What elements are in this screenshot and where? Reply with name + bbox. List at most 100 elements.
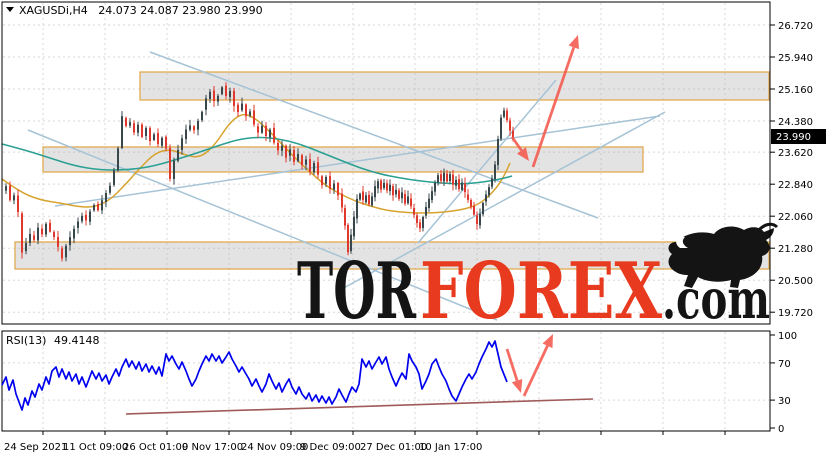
candle-body (253, 110, 255, 125)
rsi-panel-border (1, 330, 771, 432)
candle-body (269, 129, 271, 138)
candle-body (410, 198, 412, 207)
candle-body (425, 206, 427, 216)
time-axis-label: 9 Dec 09:00 (300, 442, 361, 453)
candle-body (313, 163, 315, 173)
rsi-axis-label: 100 (778, 331, 797, 342)
candle-body (9, 185, 11, 200)
main-panel-border (1, 1, 771, 325)
candle-body (325, 177, 327, 184)
symbol-period-label: XAGUSDi,H4 (19, 4, 88, 17)
forecast-arrow-head (542, 334, 553, 349)
candle-body (289, 149, 291, 156)
candle-body (105, 193, 107, 202)
candle-body (53, 231, 55, 238)
candle-body (337, 183, 339, 196)
time-axis-label: 26 Oct 01:00 (123, 442, 188, 453)
forecast-arrow-line (505, 348, 519, 382)
candle-body (77, 221, 79, 228)
support-resistance-zone (14, 241, 770, 270)
candle-body (461, 182, 463, 190)
candle-body (350, 234, 352, 252)
candle-body (113, 170, 115, 185)
rsi-chart-canvas[interactable] (2, 331, 770, 431)
candle-body (422, 216, 424, 228)
candle-body (85, 214, 87, 221)
candle-body (371, 196, 373, 206)
candle-body (437, 175, 439, 183)
candle-body (383, 182, 385, 188)
candle-body (121, 116, 123, 149)
candle-body (452, 174, 454, 185)
candle-body (329, 176, 331, 189)
candle-body (161, 137, 163, 146)
candle-body (257, 126, 259, 133)
candle-body (209, 91, 211, 99)
candle-body (356, 198, 358, 219)
trend-lines (27, 51, 666, 321)
candle-body (109, 185, 111, 193)
candle-body (347, 224, 349, 253)
candle-body (177, 149, 179, 161)
candle-body (497, 138, 499, 166)
candle-body (233, 90, 235, 106)
candle-body (145, 128, 147, 137)
price-axis-label: 20.500 (778, 276, 813, 287)
candle-body (506, 110, 508, 121)
candle-body (61, 248, 63, 259)
candle-body (93, 205, 95, 211)
price-axis-label: 22.060 (778, 212, 813, 223)
candle-body (129, 122, 131, 126)
candle-body (458, 179, 460, 190)
candle-body (249, 111, 251, 116)
forecast-arrow-head (511, 378, 523, 393)
time-axis-label: 27 Dec 01:00 (360, 442, 427, 453)
candle-body (81, 215, 83, 222)
grid-lines (3, 3, 769, 430)
rsi-axis-label: 0 (778, 424, 784, 435)
candle-body (25, 242, 27, 252)
candle-body (265, 125, 267, 137)
time-axis-label: 11 Oct 09:00 (63, 442, 128, 453)
candle-body (297, 153, 299, 162)
trend-line (27, 129, 498, 321)
trend-line (339, 111, 666, 291)
candle-body (398, 190, 400, 199)
main-chart-canvas[interactable] (2, 2, 770, 324)
candle-body (201, 111, 203, 121)
price-axis-label: 26.720 (778, 21, 813, 32)
candle-body (509, 120, 511, 131)
candle-body (503, 110, 505, 117)
candle-body (157, 133, 159, 145)
candle-body (404, 193, 406, 204)
candle-body (153, 134, 155, 140)
candle-body (13, 195, 15, 201)
support-resistance-zones (14, 71, 770, 270)
forecast-arrows-main (510, 35, 580, 168)
candle-body (37, 227, 39, 241)
price-axis-label: 25.940 (778, 53, 813, 64)
candle-body (57, 236, 59, 247)
candle-body (29, 233, 31, 243)
time-axis-label: 10 Jan 17:00 (419, 442, 482, 453)
candle-body (17, 195, 19, 213)
watermark-tor: TOR (297, 246, 417, 337)
candle-body (428, 198, 430, 209)
candle-body (389, 184, 391, 192)
candle-body (467, 194, 469, 200)
ohlc-quote-label: 24.073 24.087 23.980 23.990 (98, 4, 262, 17)
candle-body (309, 159, 311, 172)
candle-body (344, 208, 346, 226)
rsi-curve (1, 340, 508, 411)
candle-body (476, 215, 478, 225)
candle-body (217, 95, 219, 102)
candle-body (359, 193, 361, 200)
candle-body (273, 127, 275, 143)
candle-body (380, 180, 382, 190)
symbol-dropdown-icon[interactable] (6, 7, 14, 12)
rsi-value: 49.4148 (54, 334, 100, 347)
candle-body (193, 126, 195, 131)
current-price-badge: 23.990 (771, 129, 826, 144)
price-axis-label: 22.840 (778, 180, 813, 191)
